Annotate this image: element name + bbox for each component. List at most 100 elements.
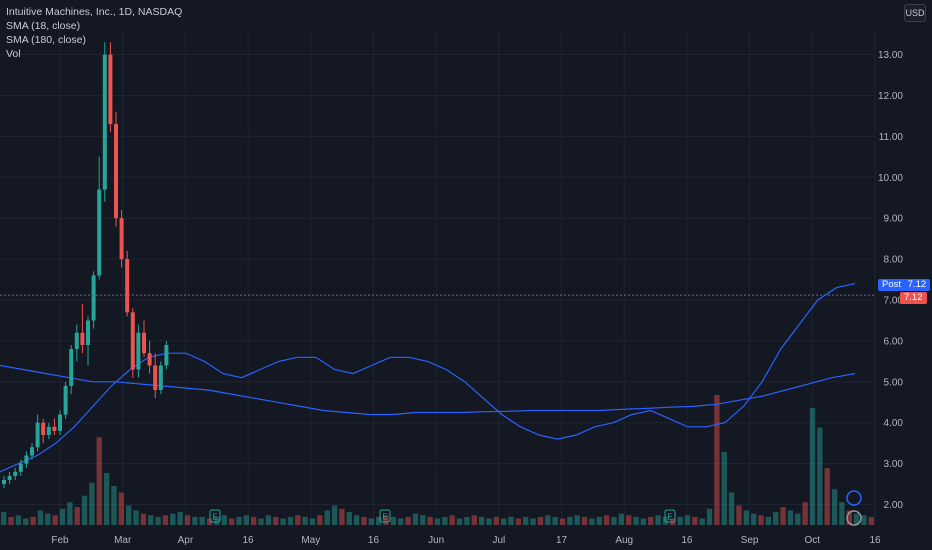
volume-bar xyxy=(192,516,198,525)
volume-bar xyxy=(170,513,176,525)
x-tick-label: 16 xyxy=(869,535,881,546)
volume-bar xyxy=(243,515,249,525)
volume-bar xyxy=(383,515,389,525)
y-tick-label: 11.00 xyxy=(879,132,904,143)
symbol-title: Intuitive Machines, Inc., 1D, NASDAQ xyxy=(6,6,183,18)
volume-bar xyxy=(581,516,588,525)
volume-bar xyxy=(346,512,352,525)
volume-bar xyxy=(1,512,7,525)
y-tick-label: 2.00 xyxy=(884,500,904,511)
volume-bar xyxy=(699,518,705,525)
volume-bar xyxy=(758,515,764,525)
earnings-marker-icon xyxy=(379,509,391,523)
volume-bar xyxy=(273,516,279,525)
volume-bar xyxy=(376,516,382,525)
volume-bar xyxy=(706,508,713,525)
volume-bar xyxy=(633,516,639,525)
volume-legend[interactable]: Vol xyxy=(6,48,21,60)
volume-bar xyxy=(442,516,448,525)
volume-bar xyxy=(486,518,492,525)
x-tick-label: 16 xyxy=(681,535,693,546)
candle-body xyxy=(80,332,85,345)
volume-bar xyxy=(302,516,308,525)
volume-bar xyxy=(8,516,14,525)
y-tick-label: 9.00 xyxy=(884,214,904,225)
y-tick-label: 12.00 xyxy=(878,91,903,102)
volume-bar xyxy=(567,516,573,525)
candle-body xyxy=(158,365,163,390)
volume-bar xyxy=(677,516,683,525)
volume-bar xyxy=(214,516,220,525)
volume-bar xyxy=(74,507,80,525)
volume-bar xyxy=(611,516,617,525)
sma180-legend[interactable]: SMA (180, close) xyxy=(6,34,86,46)
volume-bar xyxy=(162,515,169,525)
y-tick-label: 7.00 xyxy=(884,296,904,307)
x-tick-label: Aug xyxy=(615,535,633,546)
candle-body xyxy=(142,332,146,354)
currency-button[interactable]: USD xyxy=(904,4,926,22)
candle-body xyxy=(102,54,107,190)
volume-bar xyxy=(45,513,51,525)
volume-bar xyxy=(589,518,595,525)
volume-bar xyxy=(596,516,602,525)
x-tick-label: Apr xyxy=(178,535,194,546)
x-tick-label: Jul xyxy=(492,535,505,546)
x-tick-label: Feb xyxy=(51,535,69,546)
candle-body xyxy=(86,320,90,345)
volume-bar xyxy=(802,502,808,525)
volume-bar xyxy=(537,516,544,525)
volume-bar xyxy=(574,515,580,525)
y-tick-label: 10.00 xyxy=(878,173,903,184)
volume-bar xyxy=(839,502,845,525)
candle-body xyxy=(153,365,158,390)
volume-bar xyxy=(530,518,536,525)
volume-bar xyxy=(148,515,154,525)
volume-bar xyxy=(118,492,124,525)
volume-bar xyxy=(780,507,786,525)
lightning-icon xyxy=(846,510,862,526)
volume-bar xyxy=(648,516,654,525)
earnings-marker-label: E xyxy=(667,513,672,522)
candle-body xyxy=(13,471,18,476)
volume-bar xyxy=(545,515,551,525)
post-label: Post xyxy=(882,279,902,290)
volume-bar xyxy=(184,515,191,525)
volume-bar xyxy=(111,486,117,525)
volume-bar xyxy=(626,515,632,525)
candle-body xyxy=(108,54,113,125)
volume-bar xyxy=(684,515,691,525)
volume-bar xyxy=(501,518,507,525)
x-tick-label: Jun xyxy=(428,535,444,546)
volume-bar xyxy=(478,516,485,525)
volume-bar xyxy=(751,513,757,525)
candle-body xyxy=(74,332,79,350)
volume-bar xyxy=(52,515,58,525)
candle-body xyxy=(58,414,62,431)
volume-bar xyxy=(96,437,102,525)
sma18-legend[interactable]: SMA (18, close) xyxy=(6,20,81,32)
volume-bar xyxy=(471,515,477,525)
volume-bar xyxy=(59,508,66,525)
volume-bar xyxy=(103,473,110,525)
volume-bar xyxy=(493,516,499,525)
candle-body xyxy=(119,218,124,260)
chart-legend: Intuitive Machines, Inc., 1D, NASDAQ SMA… xyxy=(6,5,182,61)
y-tick-label: 6.00 xyxy=(884,336,904,347)
volume-bar xyxy=(177,512,183,525)
volume-bar xyxy=(324,510,330,525)
volume-bar xyxy=(743,510,749,525)
volume-bar xyxy=(824,468,830,525)
candle-body xyxy=(35,422,40,448)
volume-bar xyxy=(618,513,624,525)
volume-bar xyxy=(251,516,257,525)
earnings-marker-label: E xyxy=(382,513,387,522)
y-tick-label: 13.00 xyxy=(878,50,903,61)
volume-bar xyxy=(206,518,213,525)
volume-bar xyxy=(236,516,242,525)
candle-body xyxy=(147,353,152,366)
volume-bar xyxy=(603,515,610,525)
volume-bar xyxy=(368,518,374,525)
volume-bar xyxy=(434,518,441,525)
